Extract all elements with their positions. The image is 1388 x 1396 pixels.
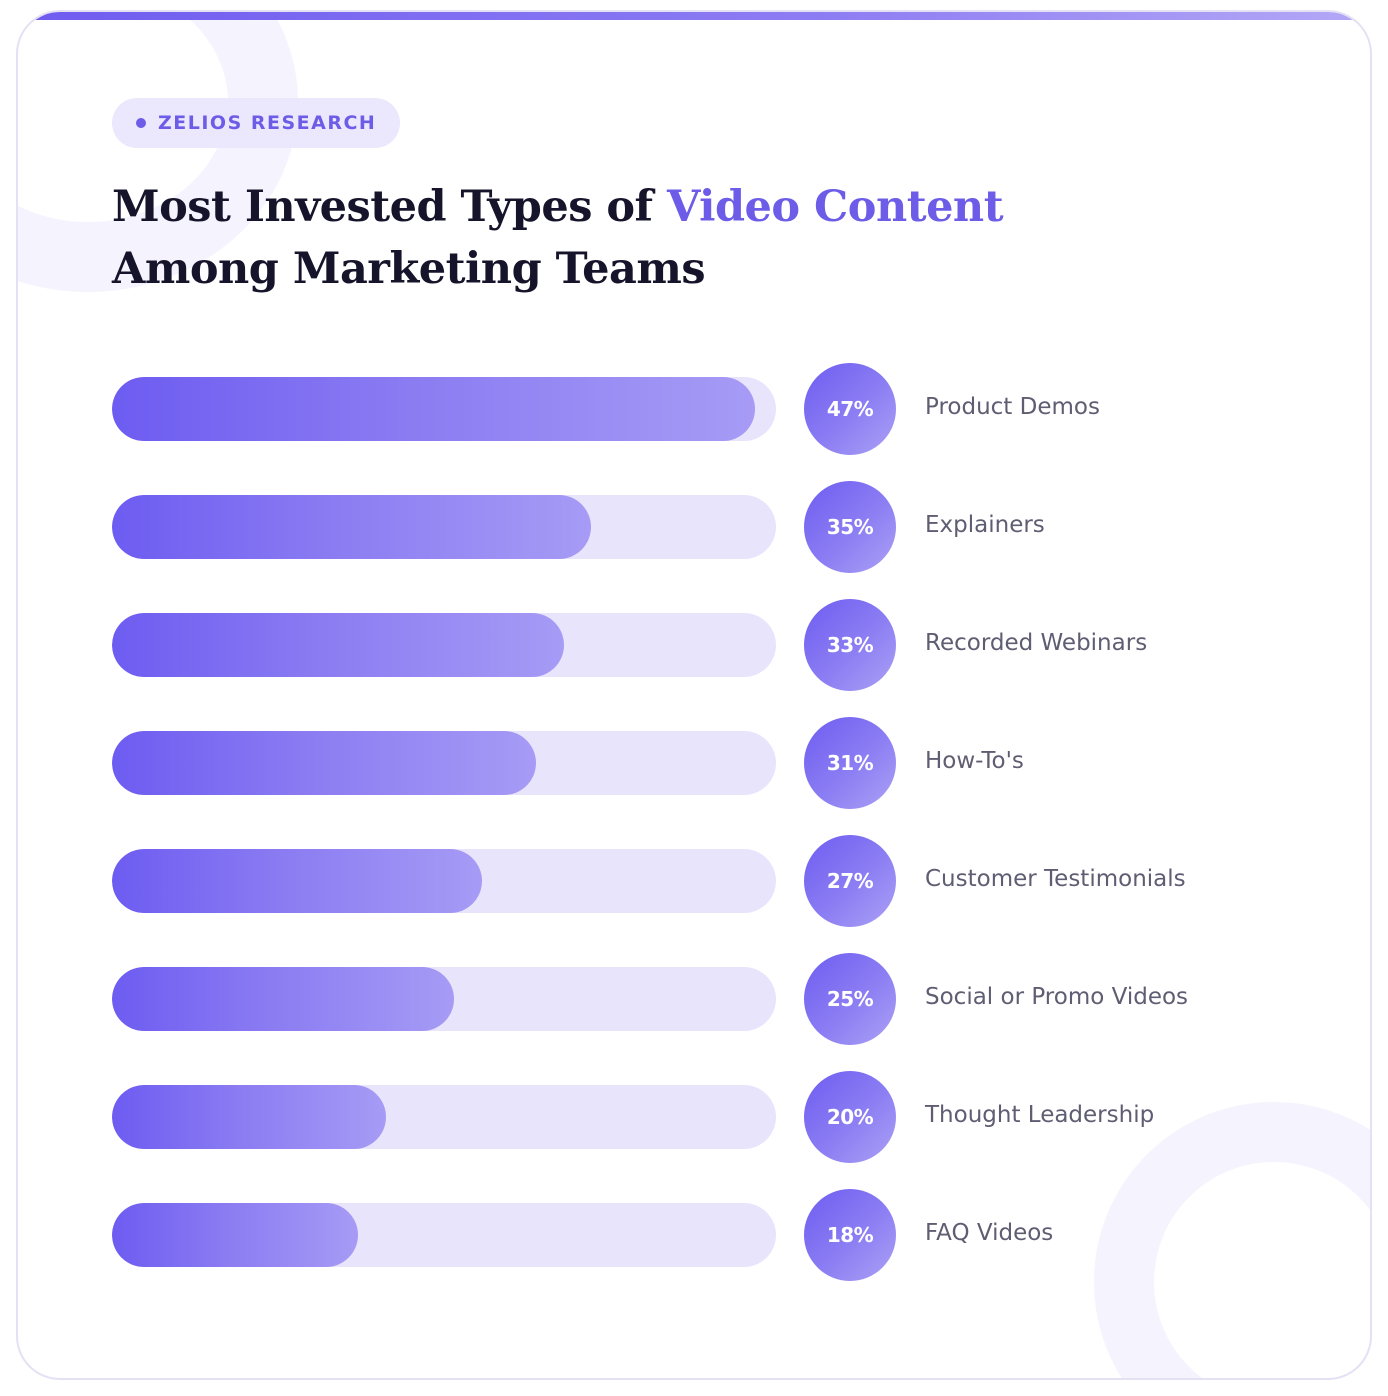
- bar-row: 33% Recorded Webinars: [112, 596, 1312, 692]
- source-badge: ZELIOS RESEARCH: [112, 98, 401, 148]
- category-label: Thought Leadership: [925, 1102, 1155, 1128]
- top-accent-strip: [18, 12, 1370, 20]
- title-accent: Video Content: [667, 182, 1004, 232]
- badge-dot-icon: [136, 118, 146, 128]
- bar-row: 18% FAQ Videos: [112, 1186, 1312, 1282]
- bar-fill: [112, 1085, 386, 1149]
- value-label: 47%: [826, 397, 874, 421]
- bar-fill: [112, 613, 564, 677]
- badge-label: ZELIOS RESEARCH: [158, 112, 377, 134]
- category-label: Explainers: [925, 512, 1045, 538]
- value-label: 18%: [826, 1223, 874, 1247]
- category-label: Recorded Webinars: [925, 630, 1148, 656]
- chart-card: [16, 10, 1372, 1380]
- value-label: 25%: [826, 987, 874, 1011]
- bar-fill: [112, 377, 755, 441]
- category-label: Social or Promo Videos: [925, 984, 1189, 1010]
- bar-chart: 47% Product Demos 35% Explainers 33% Recorded…: [112, 360, 1312, 1320]
- bar-fill: [112, 967, 454, 1031]
- title-part-1: Most Invested Types of: [112, 182, 668, 232]
- category-label: How-To's: [925, 748, 1024, 774]
- bar-track: [112, 967, 776, 1031]
- category-label: Customer Testimonials: [925, 866, 1186, 892]
- title-part-2: Among Marketing Teams: [112, 244, 706, 294]
- bar-row: 25% Social or Promo Videos: [112, 950, 1312, 1046]
- category-label: FAQ Videos: [925, 1220, 1054, 1246]
- bar-fill: [112, 495, 591, 559]
- bar-fill: [112, 731, 536, 795]
- bar-track: [112, 495, 776, 559]
- value-badge: 47%: [804, 363, 896, 455]
- category-label: Product Demos: [925, 394, 1100, 420]
- value-badge: 31%: [804, 717, 896, 809]
- value-badge: 25%: [804, 953, 896, 1045]
- value-label: 33%: [826, 633, 874, 657]
- bar-track: [112, 1203, 776, 1267]
- value-badge: 33%: [804, 599, 896, 691]
- bar-row: 20% Thought Leadership: [112, 1068, 1312, 1164]
- bar-track: [112, 613, 776, 677]
- bar-track: [112, 849, 776, 913]
- value-label: 31%: [826, 751, 874, 775]
- bar-row: 35% Explainers: [112, 478, 1312, 574]
- bar-track: [112, 731, 776, 795]
- value-badge: 20%: [804, 1071, 896, 1163]
- bar-row: 31% How-To's: [112, 714, 1312, 810]
- bar-fill: [112, 1203, 358, 1267]
- bar-row: 27% Customer Testimonials: [112, 832, 1312, 928]
- value-label: 35%: [826, 515, 874, 539]
- value-badge: 27%: [804, 835, 896, 927]
- bar-track: [112, 377, 776, 441]
- bar-row: 47% Product Demos: [112, 360, 1312, 456]
- value-label: 20%: [826, 1105, 874, 1129]
- value-badge: 35%: [804, 481, 896, 573]
- bar-track: [112, 1085, 776, 1149]
- value-badge: 18%: [804, 1189, 896, 1281]
- page-title: Most Invested Types of Video Content Amo…: [112, 176, 1212, 300]
- value-label: 27%: [826, 869, 874, 893]
- bar-fill: [112, 849, 482, 913]
